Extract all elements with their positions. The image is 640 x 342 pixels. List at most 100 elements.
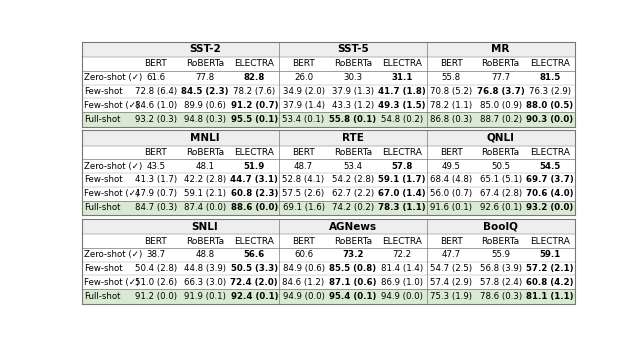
Text: ELECTRA: ELECTRA <box>234 237 274 246</box>
Text: BERT: BERT <box>292 60 315 68</box>
Text: 57.5 (2.6): 57.5 (2.6) <box>282 189 324 198</box>
Text: 42.2 (2.8): 42.2 (2.8) <box>184 175 226 184</box>
Text: 59.1: 59.1 <box>540 250 561 259</box>
Text: RTE: RTE <box>342 133 364 143</box>
Text: Few-shot: Few-shot <box>84 264 123 273</box>
Text: 84.5 (2.3): 84.5 (2.3) <box>181 87 228 96</box>
Text: 75.3 (1.9): 75.3 (1.9) <box>430 292 472 301</box>
Text: ELECTRA: ELECTRA <box>234 148 274 157</box>
Text: MNLI: MNLI <box>190 133 220 143</box>
Text: 51.0 (2.6): 51.0 (2.6) <box>134 278 177 287</box>
Text: 53.4: 53.4 <box>343 162 362 171</box>
Bar <box>83 248 575 262</box>
Text: 89.9 (0.6): 89.9 (0.6) <box>184 101 226 110</box>
Text: 34.9 (2.0): 34.9 (2.0) <box>282 87 324 96</box>
Text: 50.5: 50.5 <box>491 162 510 171</box>
Text: 86.8 (0.3): 86.8 (0.3) <box>430 115 472 124</box>
Text: 81.4 (1.4): 81.4 (1.4) <box>381 264 423 273</box>
Text: 37.9 (1.3): 37.9 (1.3) <box>332 87 374 96</box>
Text: 95.4 (0.1): 95.4 (0.1) <box>329 292 376 301</box>
Text: Zero-shot (✓): Zero-shot (✓) <box>84 73 142 82</box>
Text: BERT: BERT <box>440 60 463 68</box>
Text: 31.1: 31.1 <box>392 73 413 82</box>
Text: 92.6 (0.1): 92.6 (0.1) <box>479 203 522 212</box>
Text: 94.8 (0.3): 94.8 (0.3) <box>184 115 226 124</box>
Text: 49.5: 49.5 <box>442 162 461 171</box>
Bar <box>83 173 575 187</box>
Bar <box>83 234 575 248</box>
Text: 54.8 (0.2): 54.8 (0.2) <box>381 115 423 124</box>
Text: 73.2: 73.2 <box>342 250 364 259</box>
Text: 30.3: 30.3 <box>343 73 362 82</box>
Bar <box>83 42 575 57</box>
Text: 72.2: 72.2 <box>392 250 412 259</box>
Text: 77.7: 77.7 <box>491 73 510 82</box>
Text: BERT: BERT <box>440 148 463 157</box>
Text: 84.9 (0.6): 84.9 (0.6) <box>282 264 324 273</box>
Text: 49.3 (1.5): 49.3 (1.5) <box>378 101 426 110</box>
Text: 50.4 (2.8): 50.4 (2.8) <box>134 264 177 273</box>
Text: 91.2 (0.0): 91.2 (0.0) <box>135 292 177 301</box>
Text: ELECTRA: ELECTRA <box>530 148 570 157</box>
Text: 91.9 (0.1): 91.9 (0.1) <box>184 292 226 301</box>
Text: 41.3 (1.7): 41.3 (1.7) <box>134 175 177 184</box>
Text: 66.3 (3.0): 66.3 (3.0) <box>184 278 226 287</box>
Text: Full-shot: Full-shot <box>84 115 120 124</box>
Text: ELECTRA: ELECTRA <box>530 60 570 68</box>
Text: 87.1 (0.6): 87.1 (0.6) <box>329 278 376 287</box>
Text: 68.4 (4.8): 68.4 (4.8) <box>430 175 472 184</box>
Text: 65.1 (5.1): 65.1 (5.1) <box>479 175 522 184</box>
Text: 56.8 (3.9): 56.8 (3.9) <box>479 264 522 273</box>
Text: 92.4 (0.1): 92.4 (0.1) <box>230 292 278 301</box>
Text: 57.8: 57.8 <box>392 162 413 171</box>
Text: 50.5 (3.3): 50.5 (3.3) <box>230 264 278 273</box>
Text: 56.6: 56.6 <box>244 250 265 259</box>
Text: 60.6: 60.6 <box>294 250 313 259</box>
Text: MR: MR <box>492 44 510 54</box>
Text: 57.2 (2.1): 57.2 (2.1) <box>526 264 573 273</box>
Text: 48.1: 48.1 <box>195 162 214 171</box>
Text: 76.8 (3.7): 76.8 (3.7) <box>477 87 525 96</box>
Text: 55.8 (0.1): 55.8 (0.1) <box>329 115 376 124</box>
Text: ELECTRA: ELECTRA <box>382 148 422 157</box>
Text: 60.8 (4.2): 60.8 (4.2) <box>526 278 573 287</box>
Bar <box>83 57 575 71</box>
Text: 56.0 (0.7): 56.0 (0.7) <box>430 189 472 198</box>
Text: 48.7: 48.7 <box>294 162 313 171</box>
Text: 84.7 (0.3): 84.7 (0.3) <box>134 203 177 212</box>
Text: 93.2 (0.0): 93.2 (0.0) <box>526 203 573 212</box>
Text: 59.1 (2.1): 59.1 (2.1) <box>184 189 226 198</box>
Text: 69.1 (1.6): 69.1 (1.6) <box>282 203 324 212</box>
Text: 37.9 (1.4): 37.9 (1.4) <box>282 101 324 110</box>
Text: 44.8 (3.9): 44.8 (3.9) <box>184 264 226 273</box>
Text: 81.1 (1.1): 81.1 (1.1) <box>526 292 573 301</box>
Bar <box>83 187 575 200</box>
Text: 90.3 (0.0): 90.3 (0.0) <box>526 115 573 124</box>
Text: 91.2 (0.7): 91.2 (0.7) <box>230 101 278 110</box>
Text: Full-shot: Full-shot <box>84 292 120 301</box>
Text: SNLI: SNLI <box>191 222 218 232</box>
Text: QNLI: QNLI <box>486 133 515 143</box>
Text: BERT: BERT <box>145 148 167 157</box>
Text: 55.8: 55.8 <box>442 73 461 82</box>
Text: AGNews: AGNews <box>329 222 377 232</box>
Text: 26.0: 26.0 <box>294 73 313 82</box>
Bar <box>83 112 575 127</box>
Text: 62.7 (2.2): 62.7 (2.2) <box>332 189 374 198</box>
Text: 44.7 (3.1): 44.7 (3.1) <box>230 175 278 184</box>
Text: 43.3 (1.2): 43.3 (1.2) <box>332 101 374 110</box>
Text: 72.4 (2.0): 72.4 (2.0) <box>230 278 278 287</box>
Text: RoBERTa: RoBERTa <box>481 148 520 157</box>
Text: 95.5 (0.1): 95.5 (0.1) <box>230 115 278 124</box>
Text: 60.8 (2.3): 60.8 (2.3) <box>230 189 278 198</box>
Text: RoBERTa: RoBERTa <box>186 60 224 68</box>
Text: 88.7 (0.2): 88.7 (0.2) <box>479 115 522 124</box>
Text: 94.9 (0.0): 94.9 (0.0) <box>381 292 423 301</box>
Text: 43.5: 43.5 <box>146 162 165 171</box>
Text: 84.6 (1.2): 84.6 (1.2) <box>282 278 324 287</box>
Text: 93.2 (0.3): 93.2 (0.3) <box>135 115 177 124</box>
Text: 82.8: 82.8 <box>244 73 265 82</box>
Text: Few-shot: Few-shot <box>84 87 123 96</box>
Text: BERT: BERT <box>145 60 167 68</box>
Text: 88.0 (0.5): 88.0 (0.5) <box>526 101 573 110</box>
